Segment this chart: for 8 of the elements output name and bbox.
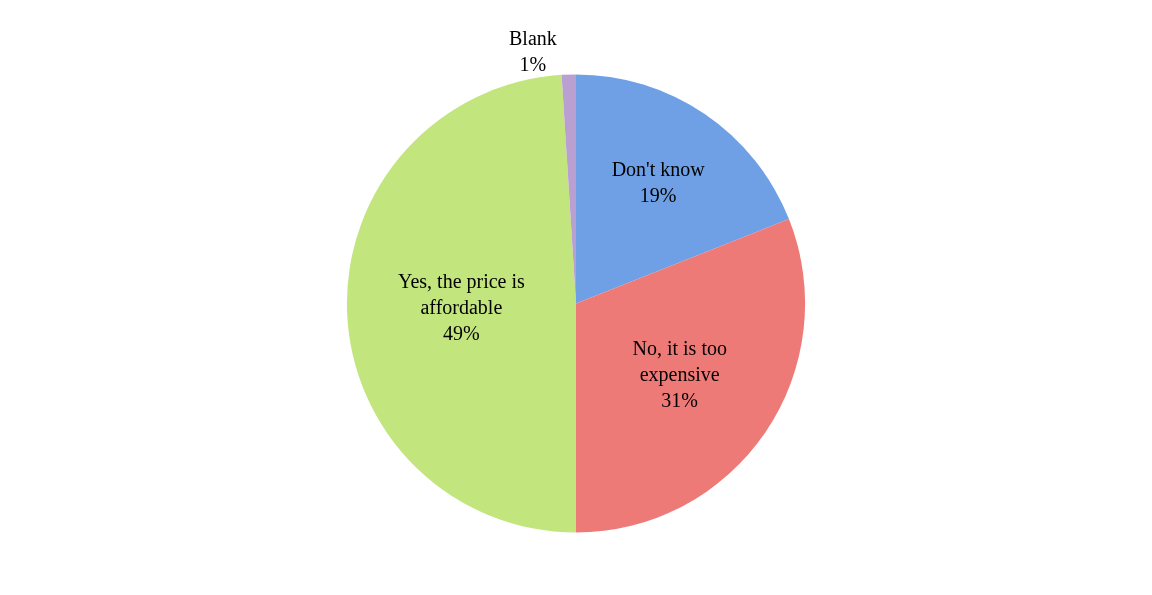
data-label: 1% — [519, 52, 547, 75]
data-label: 31% — [661, 388, 699, 411]
slice-label: No, it is too expensive — [632, 336, 727, 386]
slice-label: Yes, the price is affordable — [397, 270, 526, 319]
slice-label: Blank — [509, 26, 557, 49]
slice-label: Don't know — [611, 158, 706, 181]
data-label: 49% — [443, 322, 480, 345]
data-label: 19% — [639, 184, 677, 207]
